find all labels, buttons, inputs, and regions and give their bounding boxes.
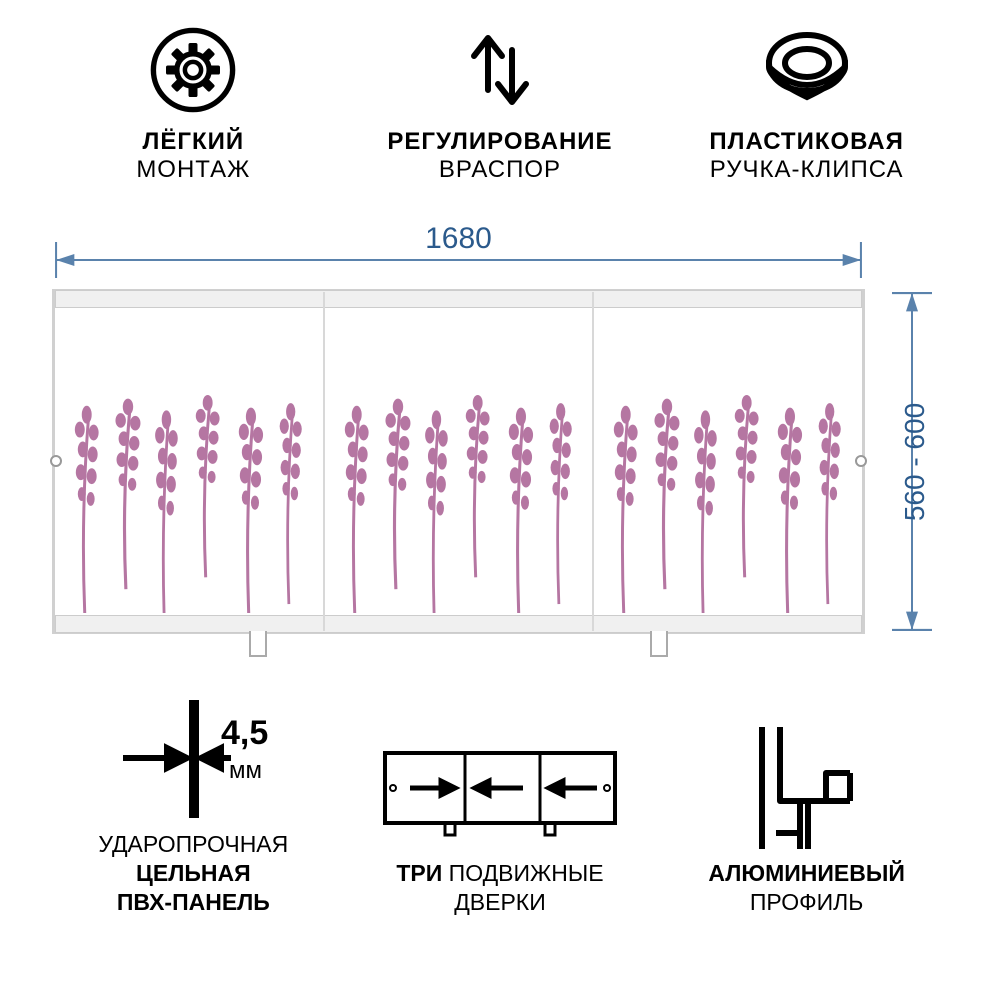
- top-feature-row: ЛЁГКИЙ МОНТАЖ РЕГУЛИРОВАНИЕ ВРАСПОР ПЛАС…: [0, 0, 1000, 194]
- feature-clip-handle: ПЛАСТИКОВАЯ РУЧКА-КЛИПСА: [667, 20, 947, 184]
- feature-pvc-panel: 4,5 мм УДАРОПРОЧНАЯ ЦЕЛЬНАЯ ПВХ-ПАНЕЛЬ: [43, 694, 343, 916]
- product-diagram: 1680 560 - 600: [40, 234, 960, 664]
- feature-title: ЛЁГКИЙ: [143, 128, 245, 156]
- gear-icon: [148, 20, 238, 120]
- feature-adjustment: РЕГУЛИРОВАНИЕ ВРАСПОР: [360, 20, 640, 184]
- feature-title: ПЛАСТИКОВАЯ: [709, 128, 904, 156]
- profile-icon: [742, 723, 872, 853]
- lavender-pattern: [325, 313, 593, 613]
- thickness-unit: мм: [229, 757, 262, 784]
- bottom-feature-row: 4,5 мм УДАРОПРОЧНАЯ ЦЕЛЬНАЯ ПВХ-ПАНЕЛЬ: [0, 684, 1000, 936]
- feature-easy-install: ЛЁГКИЙ МОНТАЖ: [53, 20, 333, 184]
- support-leg: [650, 631, 668, 657]
- feature-text: УДАРОПРОЧНАЯ ЦЕЛЬНАЯ ПВХ-ПАНЕЛЬ: [98, 830, 288, 916]
- arrows-icon: [460, 20, 540, 120]
- width-dimension: 1680: [52, 234, 865, 284]
- ring-icon: [757, 20, 857, 120]
- thickness-icon: 4,5 мм: [103, 694, 283, 824]
- feature-alu-profile: АЛЮМИНИЕВЫЙ ПРОФИЛЬ: [657, 723, 957, 917]
- lavender-pattern: [594, 313, 862, 613]
- feature-sliding-doors: ТРИ ПОДВИЖНЫЕ ДВЕРКИ: [350, 723, 650, 917]
- panel-door-3: [592, 292, 862, 631]
- feature-sub: МОНТАЖ: [136, 156, 250, 184]
- height-value: 560 - 600: [899, 402, 931, 520]
- height-dimension: 560 - 600: [880, 289, 950, 634]
- panel-door-2: [323, 292, 593, 631]
- bath-panel: [52, 289, 865, 634]
- feature-sub: ВРАСПОР: [439, 156, 561, 184]
- width-value: 1680: [425, 222, 492, 256]
- support-leg: [249, 631, 267, 657]
- thickness-value: 4,5: [221, 714, 268, 752]
- feature-sub: РУЧКА-КЛИПСА: [710, 156, 904, 184]
- doors-icon: [375, 723, 625, 853]
- lavender-pattern: [55, 313, 323, 613]
- feature-text: АЛЮМИНИЕВЫЙ ПРОФИЛЬ: [708, 859, 905, 917]
- feature-title: РЕГУЛИРОВАНИЕ: [387, 128, 612, 156]
- feature-text: ТРИ ПОДВИЖНЫЕ ДВЕРКИ: [396, 859, 603, 917]
- panel-door-1: [55, 292, 323, 631]
